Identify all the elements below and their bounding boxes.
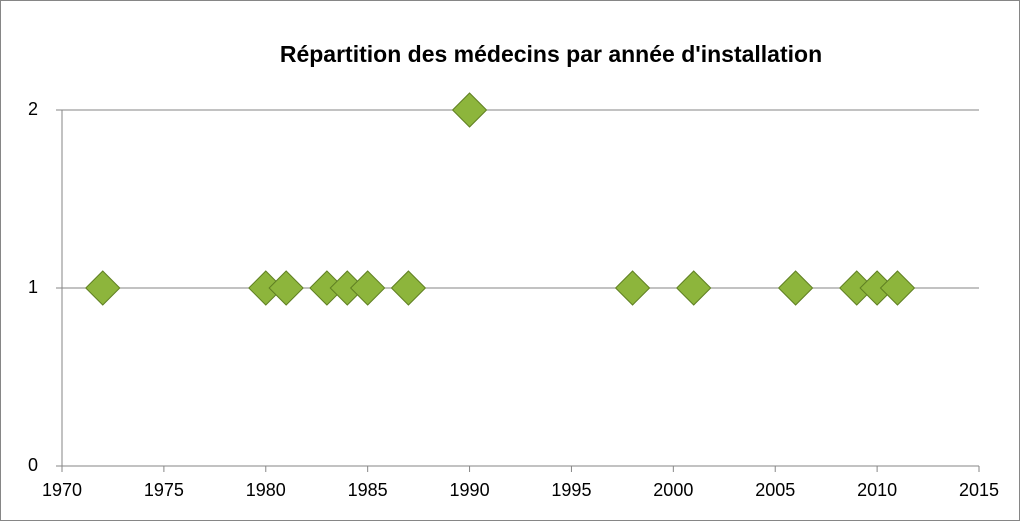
point	[390, 270, 427, 306]
x-tick-label: 1970	[42, 480, 82, 500]
x-tick-label: 2015	[959, 480, 999, 500]
point	[451, 92, 488, 128]
chart-title: Répartition des médecins par année d'ins…	[280, 41, 822, 67]
y-tick-label: 2	[28, 99, 38, 119]
x-tick-label: 1985	[348, 480, 388, 500]
x-tick-label: 2000	[653, 480, 693, 500]
y-tick-label: 1	[28, 277, 38, 297]
x-tick-label: 2010	[857, 480, 897, 500]
y-tick-label: 0	[28, 455, 38, 475]
point	[268, 270, 304, 306]
point	[349, 270, 386, 306]
x-tick-label: 2005	[755, 480, 795, 500]
x-tick-label: 1975	[144, 480, 184, 500]
point	[879, 270, 916, 306]
point	[85, 270, 121, 306]
x-tick-label: 1980	[246, 480, 286, 500]
point	[614, 270, 651, 306]
point	[676, 270, 712, 306]
x-tick-label: 1995	[551, 480, 591, 500]
point	[777, 270, 814, 306]
x-tick-label: 1990	[450, 480, 490, 500]
